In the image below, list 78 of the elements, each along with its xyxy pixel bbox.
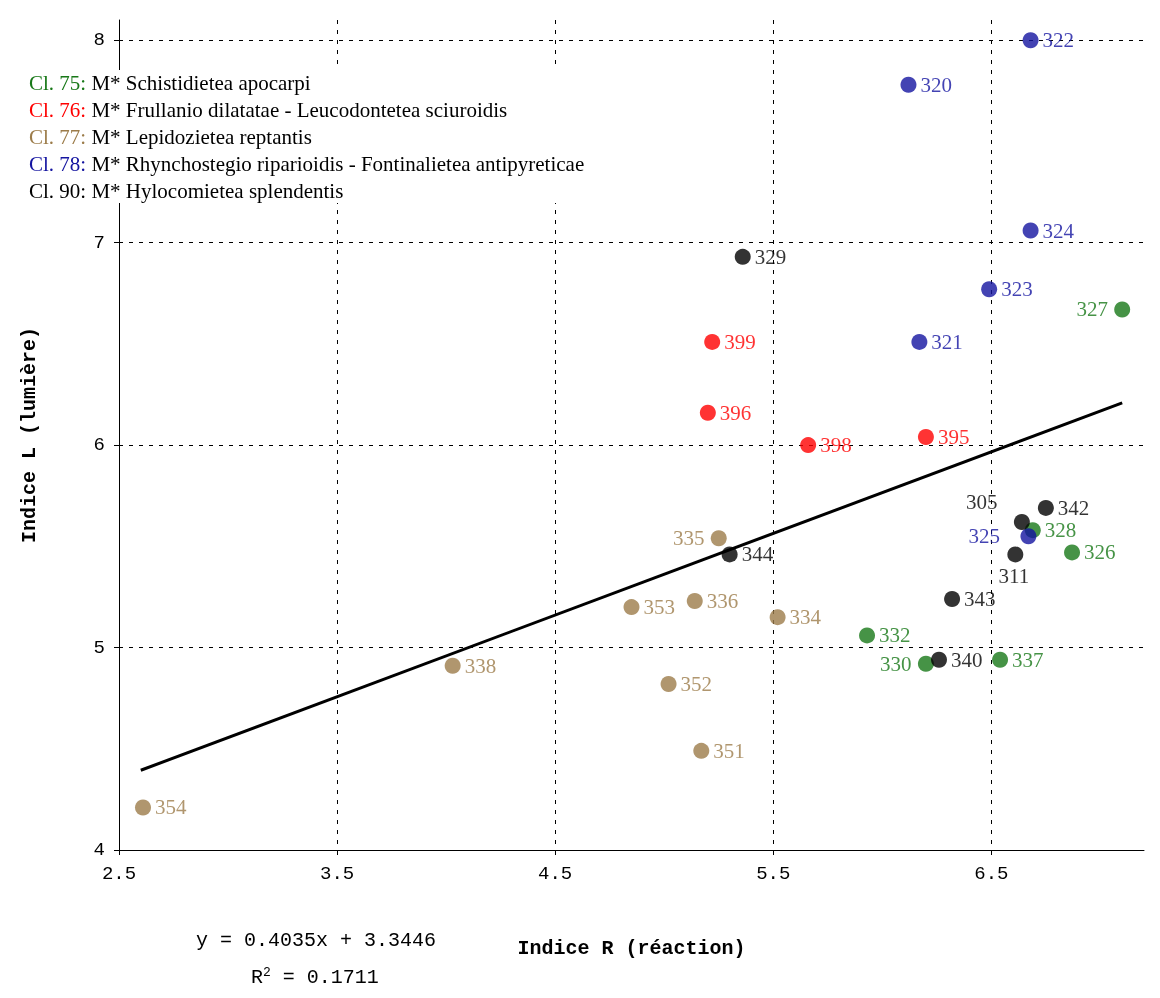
point <box>800 437 817 454</box>
point <box>917 429 934 446</box>
point <box>1064 544 1081 561</box>
text: Cl. 90: M* Hylocomietea splendentis <box>29 178 344 203</box>
annotation: 329 <box>754 244 787 269</box>
annotation: 311 <box>998 564 1030 589</box>
annotation: 324 <box>1042 218 1075 243</box>
point <box>1020 528 1037 545</box>
annotation: 342 <box>1057 495 1090 520</box>
text: Cl. 75: M* Schistidietea apocarpi <box>29 70 311 95</box>
y-axis-title: Indice L (lumière) <box>17 326 41 544</box>
annotation: 338 <box>464 653 497 678</box>
point <box>734 248 751 265</box>
point <box>444 657 461 674</box>
annotation: 352 <box>680 672 713 696</box>
point <box>1007 546 1024 563</box>
point <box>917 655 934 672</box>
point <box>769 609 786 626</box>
x-axis-title: Indice R (réaction) <box>517 936 746 960</box>
point <box>135 799 151 816</box>
annotation: 336 <box>706 589 739 613</box>
y-tick-label: 7 <box>93 231 105 254</box>
annotation: 326 <box>1084 540 1116 565</box>
y-tick-label: 4 <box>93 839 105 861</box>
annotation: 335 <box>672 526 705 551</box>
point <box>1037 499 1054 516</box>
point <box>693 742 710 759</box>
annotation: 320 <box>920 72 952 97</box>
point <box>710 530 727 547</box>
annotation: 353 <box>643 595 675 620</box>
text: Cl. 78: M* Rhynchostegio riparioidis - Fontinalietea antipyreticae <box>29 151 585 176</box>
annotation: 322 <box>1042 28 1075 53</box>
point <box>859 627 876 644</box>
point <box>686 593 703 609</box>
annotation: 398 <box>820 433 852 458</box>
annotation: 325 <box>968 524 1001 549</box>
point <box>992 651 1009 668</box>
point <box>1022 32 1039 49</box>
point <box>911 333 928 350</box>
annotation: 343 <box>964 586 996 611</box>
annotation: 399 <box>724 329 756 354</box>
point <box>623 599 640 616</box>
annotation: 396 <box>719 400 752 425</box>
x-tick-label: 2.5 <box>101 862 137 885</box>
point <box>1013 514 1030 531</box>
point <box>660 676 677 692</box>
x-tick-label: 3.5 <box>319 862 355 885</box>
text: Cl. 77: M* Lepidozietea reptantis <box>29 124 312 149</box>
annotation: 328 <box>1044 518 1077 543</box>
point <box>704 333 721 350</box>
annotation: 337 <box>1012 647 1044 672</box>
text: y = 0.4035x + 3.3446 <box>196 928 437 952</box>
x-tick-label: 5.5 <box>756 862 791 885</box>
annotation: 334 <box>789 605 822 630</box>
annotation: 321 <box>931 329 963 354</box>
point <box>944 590 961 607</box>
text: Cl. 76: M* Frullanio dilatatae - Leucodontetea sciuroidis <box>29 97 508 122</box>
x-tick-label: 6.5 <box>974 862 1009 885</box>
y-tick-label: 5 <box>93 636 105 659</box>
point <box>981 281 998 298</box>
point <box>1114 301 1131 318</box>
y-tick-label: 8 <box>93 29 105 52</box>
annotation: 332 <box>879 623 911 648</box>
annotation: 323 <box>1001 277 1033 302</box>
annotation: 344 <box>741 542 774 567</box>
annotation: 354 <box>154 795 187 820</box>
annotation: 340 <box>951 647 983 672</box>
point <box>900 76 917 93</box>
annotation: 351 <box>713 738 745 763</box>
annotation: 305 <box>966 490 998 515</box>
annotation: 395 <box>937 425 970 450</box>
x-tick-label: 4.5 <box>538 862 573 885</box>
point <box>1022 222 1039 239</box>
annotation: 327 <box>1076 297 1108 322</box>
point <box>931 651 947 668</box>
point <box>699 404 716 421</box>
y-tick-label: 6 <box>93 434 105 457</box>
annotation: 330 <box>880 651 912 676</box>
